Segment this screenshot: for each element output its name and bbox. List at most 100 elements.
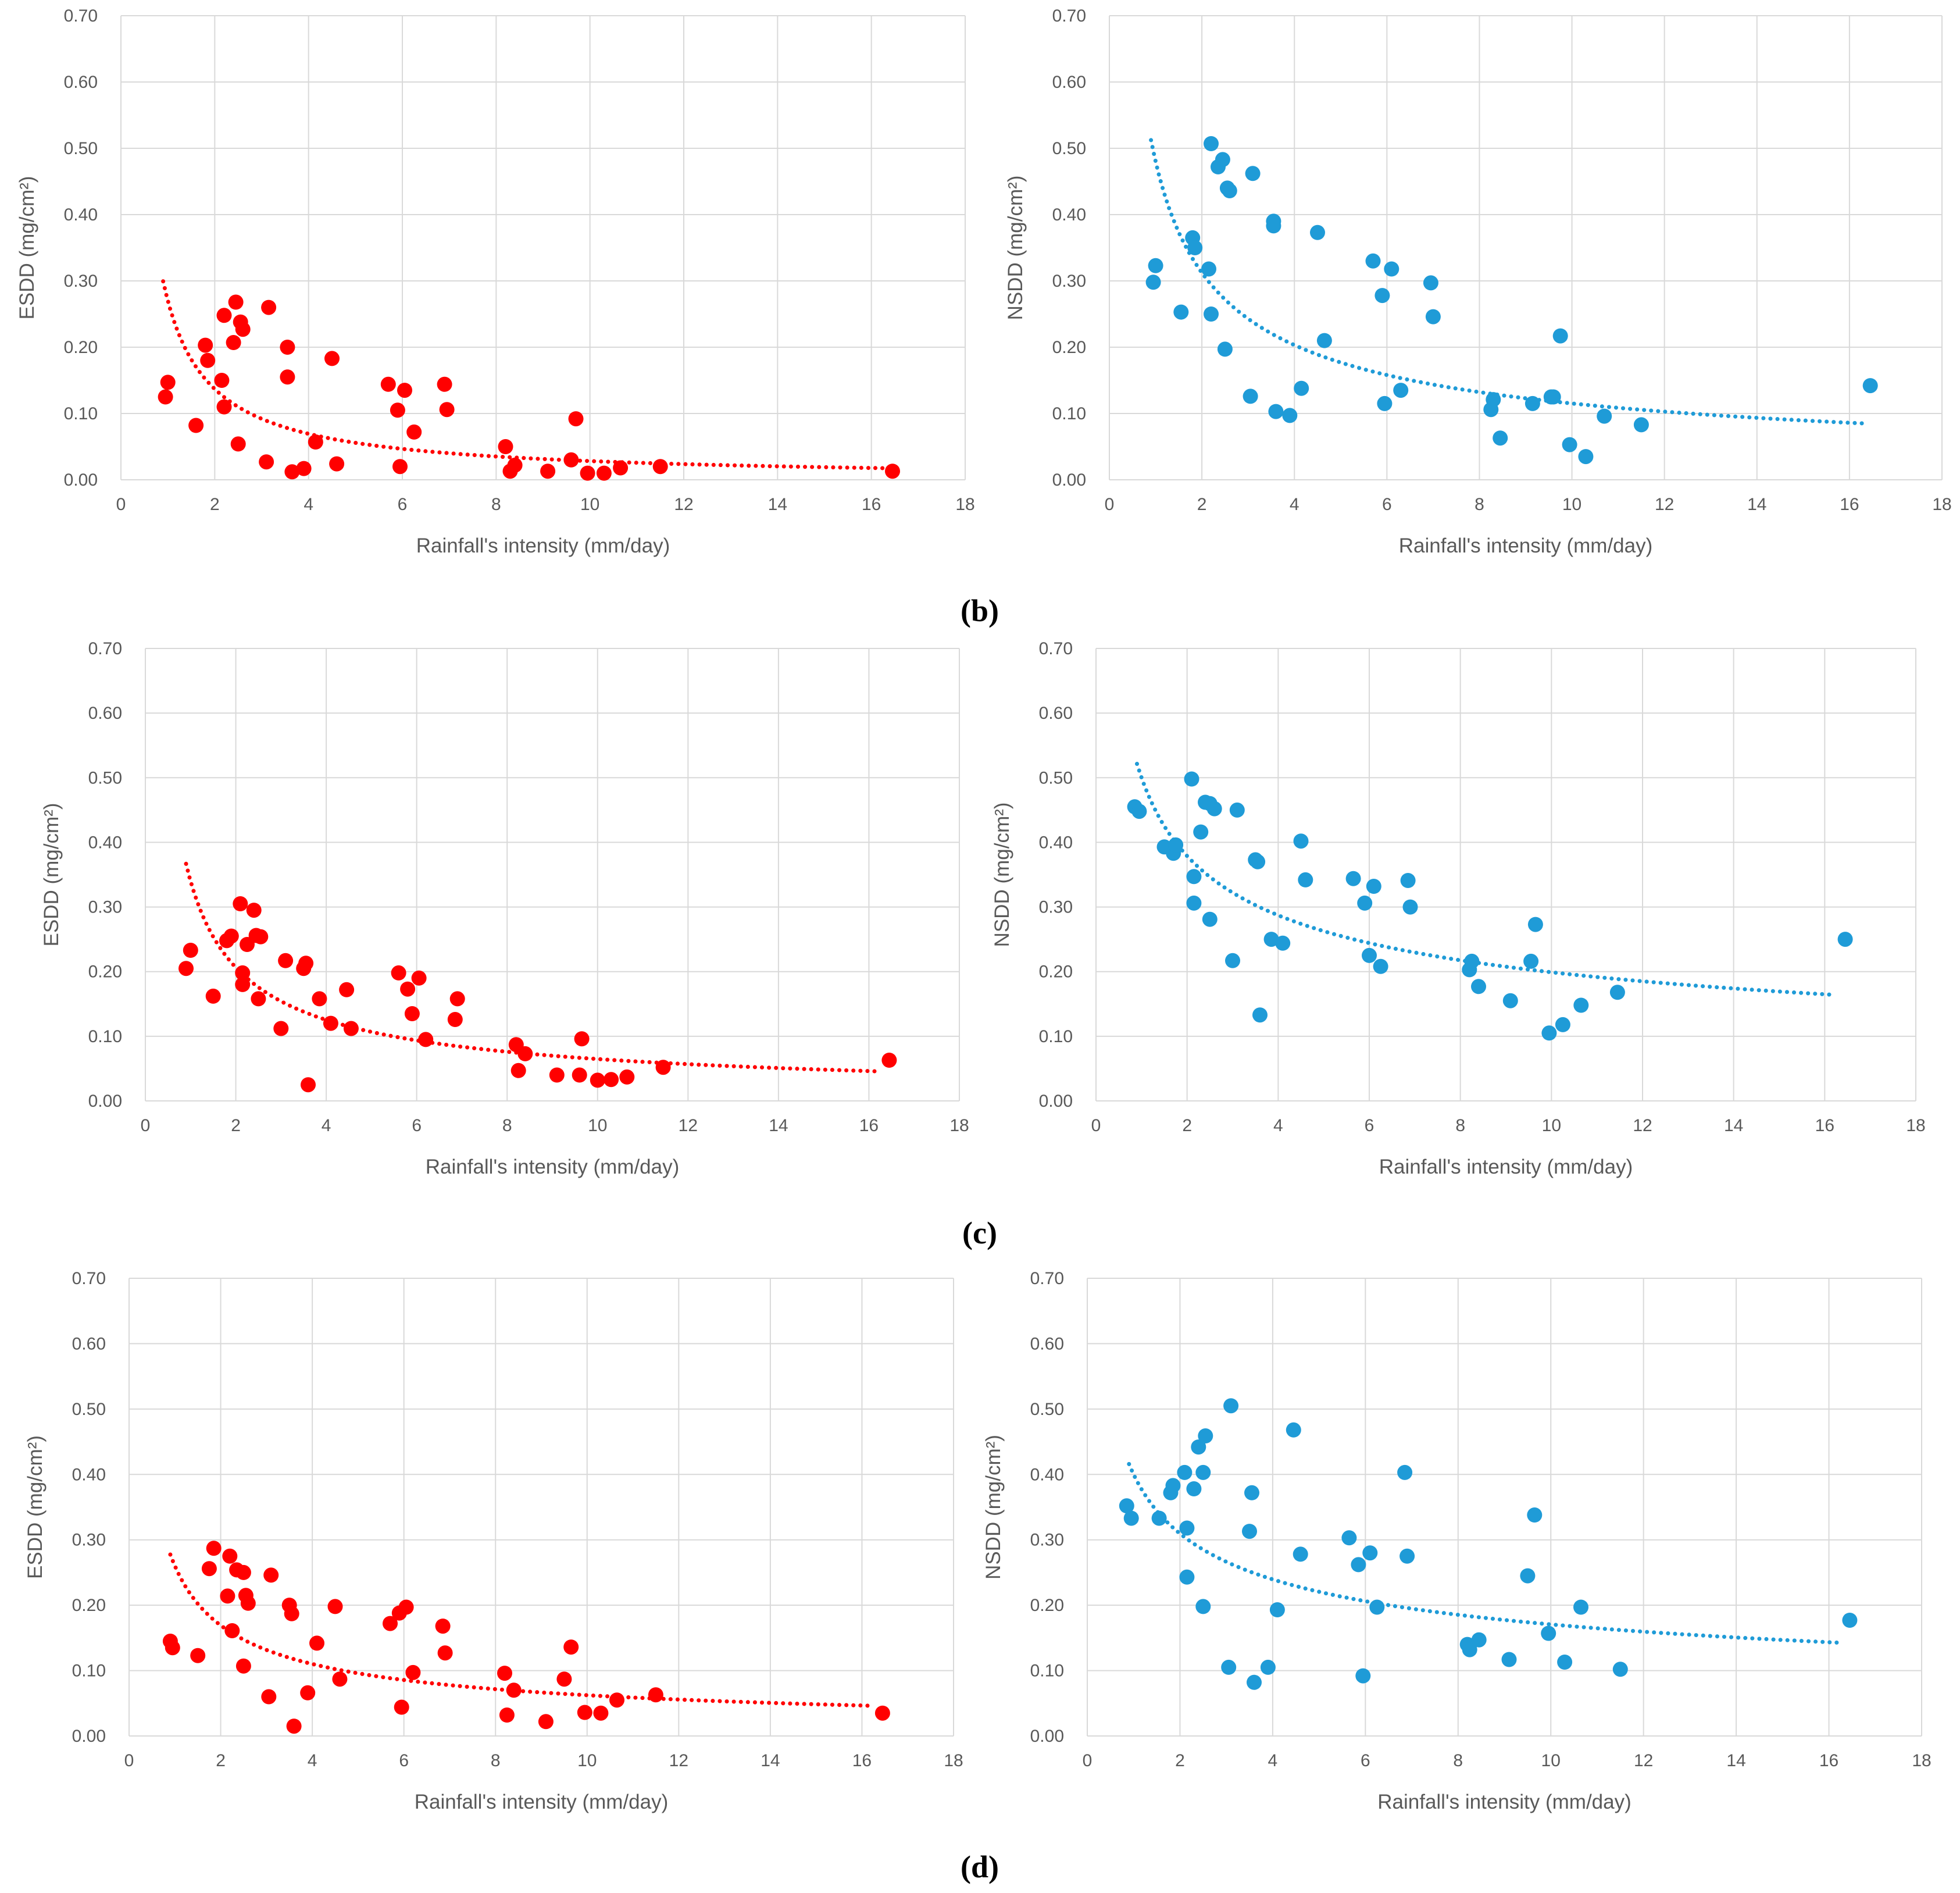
data-point bbox=[343, 1021, 359, 1036]
data-point bbox=[1298, 872, 1313, 887]
data-point bbox=[235, 1658, 251, 1674]
data-point bbox=[563, 1639, 579, 1655]
data-point bbox=[1402, 899, 1418, 915]
y-tick-label: 0.10 bbox=[1052, 404, 1086, 423]
data-point bbox=[1555, 1017, 1570, 1032]
x-tick-label: 6 bbox=[1382, 495, 1392, 514]
y-tick-label: 0.50 bbox=[1052, 139, 1086, 158]
y-tick-label: 0.50 bbox=[1030, 1400, 1064, 1419]
data-point bbox=[1369, 1599, 1385, 1615]
y-tick-label: 0.50 bbox=[64, 139, 98, 158]
trendline bbox=[168, 1552, 873, 1708]
data-point bbox=[233, 896, 248, 911]
data-point bbox=[235, 322, 251, 337]
data-point bbox=[1541, 1025, 1557, 1041]
data-point bbox=[1187, 240, 1203, 255]
data-point bbox=[226, 335, 241, 350]
data-point bbox=[874, 1705, 890, 1721]
data-point bbox=[1252, 1007, 1268, 1023]
data-point bbox=[201, 1561, 217, 1577]
y-axis-title: NSDD (mg/cm²) bbox=[991, 803, 1013, 947]
data-point bbox=[1247, 1674, 1262, 1690]
data-point bbox=[540, 464, 556, 479]
data-point bbox=[214, 373, 230, 388]
x-tick-label: 8 bbox=[491, 1751, 501, 1770]
y-tick-label: 0.70 bbox=[72, 1269, 106, 1288]
y-tick-label: 0.40 bbox=[88, 833, 122, 852]
data-point bbox=[183, 943, 198, 958]
data-point bbox=[1148, 258, 1163, 273]
y-tick-label: 0.00 bbox=[88, 1092, 122, 1111]
data-point bbox=[259, 454, 274, 470]
data-point bbox=[1397, 1464, 1413, 1480]
data-point bbox=[1552, 328, 1568, 344]
data-point bbox=[391, 965, 406, 981]
data-point bbox=[1293, 1546, 1308, 1562]
x-tick-label: 8 bbox=[502, 1116, 512, 1135]
data-point bbox=[1179, 1520, 1195, 1536]
data-point bbox=[1471, 979, 1486, 994]
data-point bbox=[517, 1046, 533, 1061]
data-point bbox=[437, 1645, 453, 1661]
data-point bbox=[1423, 275, 1438, 291]
data-point bbox=[1557, 1655, 1573, 1670]
data-point bbox=[596, 465, 612, 481]
data-point bbox=[286, 1719, 302, 1734]
data-point bbox=[1316, 333, 1332, 348]
y-tick-label: 0.70 bbox=[88, 639, 122, 658]
y-tick-label: 0.20 bbox=[64, 338, 98, 357]
x-axis-title: Rainfall's intensity (mm/day) bbox=[1377, 1791, 1631, 1813]
data-point bbox=[1527, 1507, 1543, 1523]
data-point bbox=[1221, 1659, 1237, 1675]
y-tick-label: 0.30 bbox=[88, 898, 122, 917]
data-point bbox=[1541, 1625, 1556, 1641]
data-point bbox=[332, 1671, 348, 1687]
data-point bbox=[574, 1031, 590, 1047]
data-point bbox=[280, 369, 295, 385]
x-tick-label: 2 bbox=[216, 1751, 226, 1770]
data-point bbox=[284, 464, 300, 480]
data-point bbox=[1523, 953, 1539, 969]
data-point bbox=[1165, 1478, 1181, 1493]
data-point bbox=[1275, 935, 1291, 951]
y-tick-label: 0.40 bbox=[64, 205, 98, 224]
data-point bbox=[506, 1682, 522, 1698]
data-point bbox=[648, 1687, 663, 1703]
data-point bbox=[235, 976, 251, 992]
x-tick-label: 0 bbox=[1083, 1751, 1093, 1770]
data-point bbox=[1191, 1439, 1206, 1455]
y-tick-label: 0.40 bbox=[1052, 205, 1086, 224]
data-point bbox=[652, 459, 668, 475]
data-point bbox=[1562, 437, 1577, 452]
data-point bbox=[323, 1015, 338, 1031]
data-point bbox=[1131, 804, 1147, 819]
data-point bbox=[1145, 274, 1161, 290]
data-point bbox=[1243, 388, 1258, 404]
y-tick-label: 0.30 bbox=[1030, 1531, 1064, 1550]
x-tick-label: 18 bbox=[949, 1116, 969, 1135]
x-tick-label: 12 bbox=[679, 1116, 698, 1135]
data-point bbox=[1119, 1498, 1134, 1514]
data-point bbox=[1201, 261, 1216, 277]
data-point bbox=[1195, 1464, 1211, 1480]
y-tick-label: 0.10 bbox=[1030, 1662, 1064, 1681]
y-tick-label: 0.00 bbox=[1039, 1092, 1073, 1111]
data-point bbox=[1373, 958, 1388, 974]
data-point bbox=[1357, 895, 1373, 911]
data-point bbox=[1204, 306, 1219, 322]
panel-label-b: (b) bbox=[961, 593, 999, 628]
x-tick-label: 6 bbox=[398, 495, 408, 514]
data-point bbox=[1293, 833, 1309, 849]
data-point bbox=[1168, 837, 1184, 853]
data-point bbox=[278, 953, 294, 968]
y-tick-label: 0.40 bbox=[72, 1465, 106, 1484]
data-point bbox=[222, 1548, 238, 1564]
x-tick-label: 18 bbox=[1912, 1751, 1931, 1770]
x-tick-label: 18 bbox=[955, 495, 974, 514]
data-point bbox=[1597, 408, 1612, 424]
x-axis-title: Rainfall's intensity (mm/day) bbox=[415, 1791, 669, 1813]
data-point bbox=[449, 991, 465, 1007]
y-tick-label: 0.70 bbox=[1039, 639, 1073, 658]
data-point bbox=[1173, 304, 1189, 320]
data-point bbox=[296, 461, 312, 476]
